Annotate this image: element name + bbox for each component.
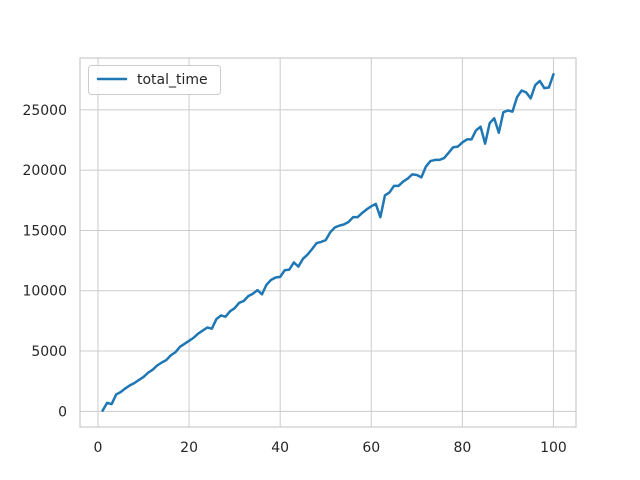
x-tick-label: 100 <box>540 440 567 456</box>
x-axis-tick-labels: 0 20 40 60 80 100 <box>94 440 567 456</box>
y-tick-label: 5000 <box>31 344 67 360</box>
y-tick-label: 15000 <box>22 223 67 239</box>
grid-lines <box>80 58 576 427</box>
plot-background <box>80 58 576 427</box>
legend: total_time <box>88 65 221 95</box>
plot-frame <box>79 57 577 428</box>
legend-box <box>88 65 221 95</box>
x-tick-label: 0 <box>94 440 103 456</box>
x-tick-label: 60 <box>362 440 380 456</box>
series-line-total-time <box>101 73 555 412</box>
legend-label-total-time: total_time <box>137 72 208 88</box>
x-tick-label: 40 <box>271 440 289 456</box>
x-tick-label: 20 <box>180 440 198 456</box>
y-axis-tick-labels: 0 5000 10000 15000 20000 25000 <box>22 103 67 420</box>
y-tick-label: 20000 <box>22 163 67 179</box>
y-tick-label: 10000 <box>22 284 67 300</box>
y-tick-label: 0 <box>58 404 67 420</box>
y-tick-label: 25000 <box>22 103 67 119</box>
x-tick-label: 80 <box>453 440 471 456</box>
